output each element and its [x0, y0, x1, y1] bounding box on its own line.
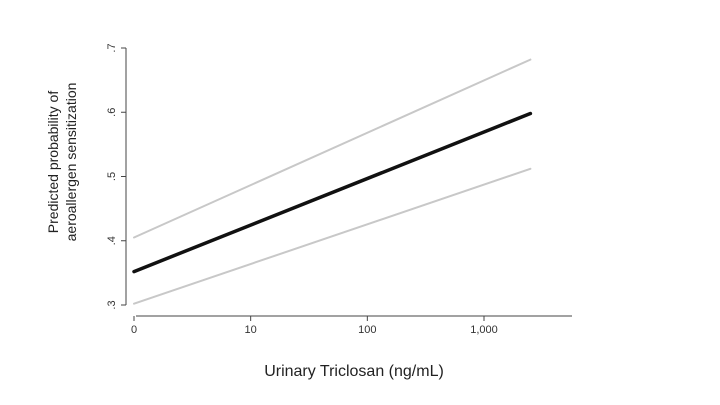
x-tick-label: 0	[131, 324, 137, 336]
y-tick-label: .3	[106, 300, 118, 309]
y-tick-label: .6	[106, 108, 118, 117]
series-line-upper-ci	[133, 58, 532, 239]
plot-area	[132, 58, 533, 305]
y-ticks: .3 .4 .5 .6 .7	[106, 43, 126, 310]
series-line-estimate	[132, 111, 533, 274]
y-tick-label: .7	[106, 43, 118, 52]
x-tick-label: 100	[358, 324, 376, 336]
x-axis-label: Urinary Triclosan (ng/mL)	[264, 363, 444, 380]
x-tick-label: 10	[245, 324, 257, 336]
y-axis-label-line-1: Predicted probability of	[45, 91, 61, 234]
x-tick-label: 1,000	[470, 324, 498, 336]
x-ticks: 0 10 100 1,000	[131, 316, 498, 336]
y-tick-label: .5	[106, 172, 118, 181]
y-axis-label-line-2: aeroallergen sensitization	[63, 83, 79, 242]
series-line-lower-ci	[133, 167, 532, 305]
y-tick-label: .4	[106, 236, 118, 245]
